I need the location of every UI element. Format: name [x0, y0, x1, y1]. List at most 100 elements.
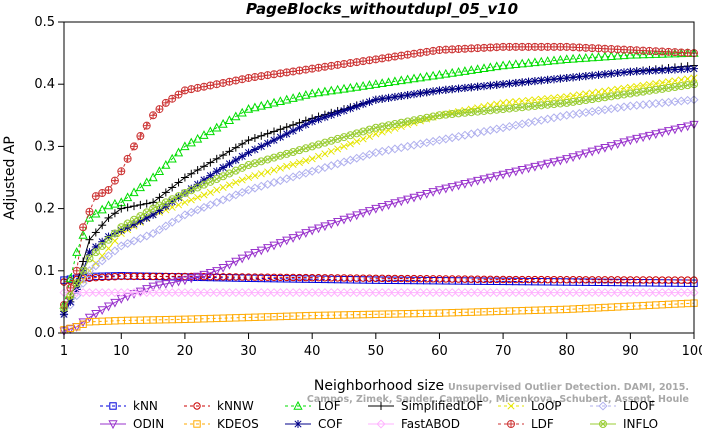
- data-point: [142, 121, 151, 130]
- data-point: [199, 130, 209, 139]
- series-knnw: [60, 272, 698, 286]
- data-point: [123, 238, 133, 248]
- data-point: [410, 90, 418, 99]
- data-point: [282, 123, 291, 132]
- data-point: [555, 54, 565, 64]
- data-point: [530, 162, 540, 172]
- data-point: [607, 69, 616, 78]
- data-point: [415, 288, 425, 298]
- data-point: [581, 288, 591, 298]
- legend-label: INFLO: [623, 417, 658, 431]
- data-point: [684, 75, 692, 83]
- data-point: [136, 200, 145, 209]
- data-point: [212, 154, 221, 163]
- legend-item-fastabod: FastABOD: [368, 417, 460, 431]
- data-point: [135, 288, 145, 298]
- data-point: [294, 91, 305, 101]
- data-point: [569, 92, 577, 100]
- data-point: [224, 288, 234, 298]
- data-point: [263, 139, 272, 148]
- data-point: [447, 67, 457, 77]
- data-point: [625, 288, 635, 298]
- data-point: [231, 156, 240, 165]
- data-point: [308, 117, 317, 126]
- data-point: [269, 288, 279, 298]
- data-point: [593, 52, 604, 61]
- data-point: [416, 48, 425, 57]
- data-point: [670, 125, 680, 135]
- data-point: [473, 128, 483, 138]
- data-point: [98, 241, 107, 250]
- data-point: [543, 100, 552, 109]
- data-point: [200, 82, 208, 91]
- data-point: [98, 252, 106, 260]
- data-point: [180, 276, 190, 286]
- data-point: [224, 260, 235, 270]
- data-point: [543, 56, 553, 65]
- data-point: [409, 193, 419, 203]
- data-point: [492, 105, 501, 114]
- data-point: [224, 192, 234, 202]
- data-point: [657, 48, 667, 58]
- data-point: [231, 166, 240, 175]
- data-point: [600, 70, 609, 79]
- data-point: [326, 85, 336, 95]
- legend-marker: [293, 400, 303, 410]
- data-point: [91, 192, 100, 201]
- data-point: [283, 162, 291, 170]
- data-point: [237, 187, 247, 197]
- data-point: [219, 172, 228, 181]
- data-point: [396, 75, 406, 85]
- data-point: [493, 100, 501, 108]
- data-point: [91, 310, 101, 319]
- data-point: [79, 223, 88, 232]
- data-point: [98, 189, 107, 198]
- data-point: [428, 188, 438, 197]
- legend-marker: [507, 420, 515, 428]
- data-point: [397, 51, 406, 60]
- data-point: [110, 209, 119, 218]
- data-point: [415, 191, 425, 201]
- data-point: [327, 147, 335, 155]
- data-point: [563, 93, 571, 101]
- data-point: [213, 186, 221, 194]
- data-point: [320, 86, 330, 96]
- data-point: [473, 288, 483, 298]
- data-point: [517, 58, 527, 68]
- data-point: [224, 115, 235, 124]
- data-point: [321, 150, 329, 158]
- data-point: [212, 167, 221, 176]
- data-point: [289, 126, 298, 135]
- data-point: [555, 288, 565, 298]
- x-tick-label: 20: [177, 344, 194, 359]
- legend-marker: [507, 402, 515, 410]
- data-point: [435, 86, 444, 95]
- data-point: [84, 288, 94, 298]
- data-point: [180, 210, 190, 220]
- data-point: [429, 87, 438, 96]
- data-point: [453, 66, 464, 76]
- data-point: [663, 48, 674, 58]
- data-point: [92, 259, 100, 267]
- watermark-line-2: Campos, Zimek, Sander, Campello, Micenko…: [307, 394, 689, 405]
- data-point: [186, 207, 196, 217]
- data-point: [550, 75, 558, 84]
- series-kdeos: [60, 299, 698, 334]
- data-point: [205, 126, 215, 136]
- data-point: [359, 57, 368, 66]
- data-point: [441, 110, 450, 119]
- data-point: [193, 166, 202, 175]
- data-point: [536, 288, 546, 298]
- data-point: [346, 140, 354, 148]
- data-point: [174, 178, 183, 187]
- data-point: [365, 97, 374, 106]
- x-tick-label: 30: [240, 344, 257, 359]
- data-point: [123, 219, 132, 228]
- data-point: [186, 137, 196, 147]
- data-point: [72, 288, 82, 298]
- data-point: [511, 167, 521, 177]
- data-point: [218, 288, 228, 298]
- data-point: [103, 302, 114, 312]
- data-point: [556, 99, 565, 108]
- legend-label: COF: [318, 417, 343, 431]
